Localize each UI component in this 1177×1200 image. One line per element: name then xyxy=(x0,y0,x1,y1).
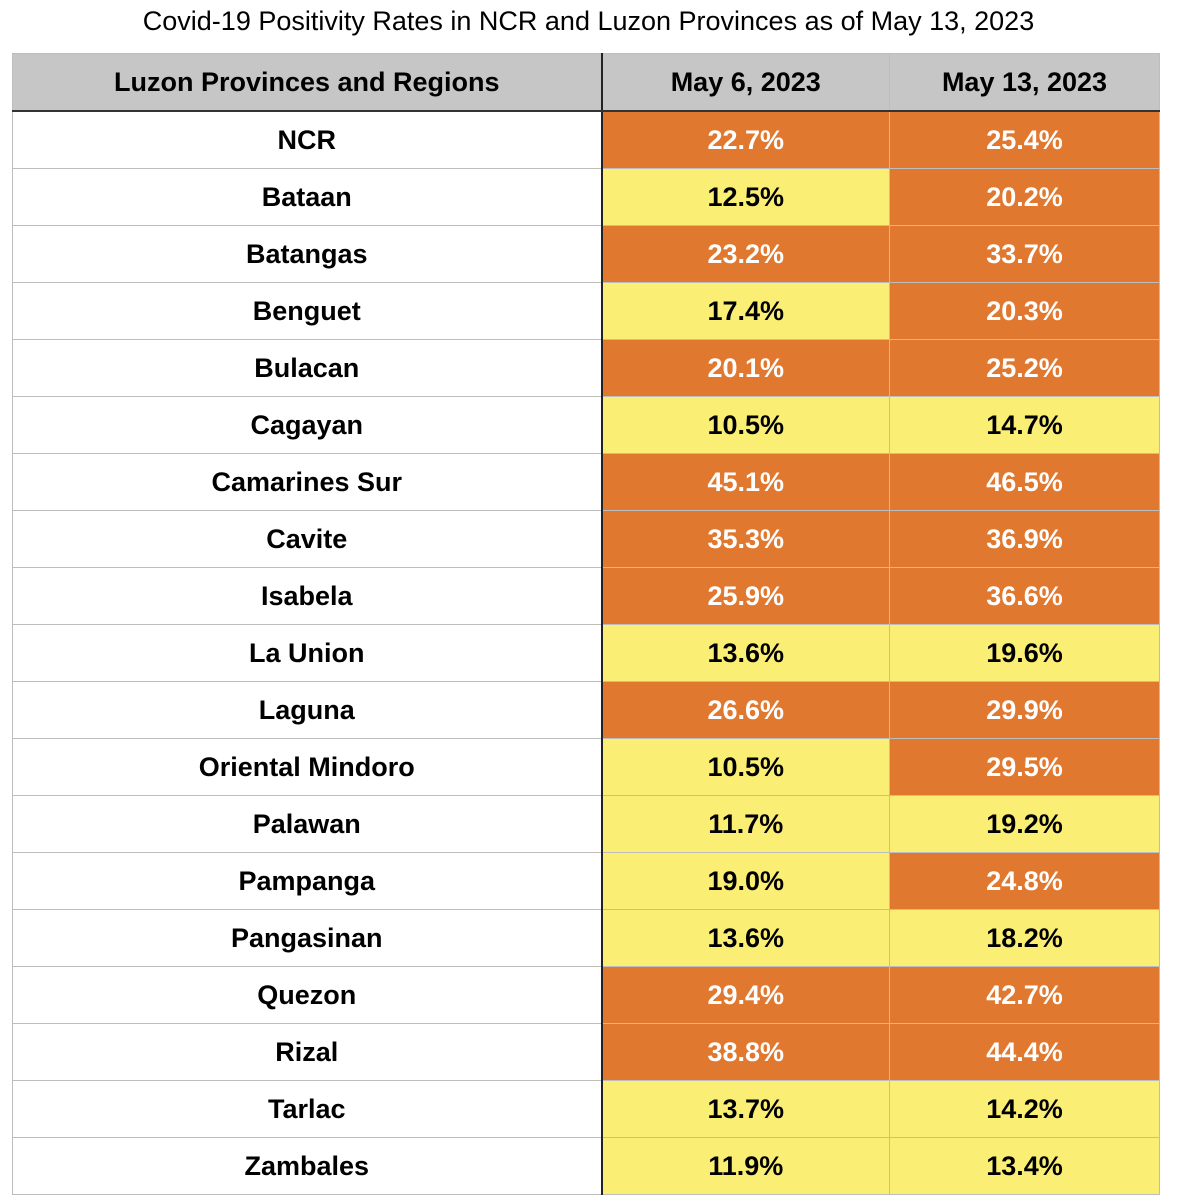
province-cell: Cavite xyxy=(12,510,603,568)
may6-cell: 23.2% xyxy=(601,225,890,283)
may6-cell: 38.8% xyxy=(601,1023,890,1081)
may6-cell: 10.5% xyxy=(601,396,890,454)
table-row: Oriental Mindoro 10.5% 29.5% xyxy=(12,738,1160,796)
table-row: Pampanga 19.0% 24.8% xyxy=(12,852,1160,910)
may6-cell: 20.1% xyxy=(601,339,890,397)
may6-cell: 11.9% xyxy=(601,1137,890,1195)
table-row: Benguet 17.4% 20.3% xyxy=(12,282,1160,340)
table-row: NCR 22.7% 25.4% xyxy=(12,110,1160,169)
province-cell: Pampanga xyxy=(12,852,603,910)
province-cell: Quezon xyxy=(12,966,603,1024)
table-row: Palawan 11.7% 19.2% xyxy=(12,795,1160,853)
may13-cell: 42.7% xyxy=(889,966,1160,1024)
may13-cell: 20.3% xyxy=(889,282,1160,340)
province-cell: Benguet xyxy=(12,282,603,340)
province-cell: Cagayan xyxy=(12,396,603,454)
may6-cell: 19.0% xyxy=(601,852,890,910)
table-row: Batangas 23.2% 33.7% xyxy=(12,225,1160,283)
may6-cell: 13.7% xyxy=(601,1080,890,1138)
table-row: Quezon 29.4% 42.7% xyxy=(12,966,1160,1024)
table-row: Isabela 25.9% 36.6% xyxy=(12,567,1160,625)
positivity-table: Luzon Provinces and Regions May 6, 2023 … xyxy=(12,53,1160,1195)
table-row: Rizal 38.8% 44.4% xyxy=(12,1023,1160,1081)
table-row: La Union 13.6% 19.6% xyxy=(12,624,1160,682)
table-row: Bulacan 20.1% 25.2% xyxy=(12,339,1160,397)
may13-cell: 13.4% xyxy=(889,1137,1160,1195)
may13-cell: 33.7% xyxy=(889,225,1160,283)
header-may13: May 13, 2023 xyxy=(889,53,1160,112)
may13-cell: 44.4% xyxy=(889,1023,1160,1081)
province-cell: NCR xyxy=(12,110,603,169)
may6-cell: 25.9% xyxy=(601,567,890,625)
may6-cell: 26.6% xyxy=(601,681,890,739)
header-row: Luzon Provinces and Regions May 6, 2023 … xyxy=(12,53,1160,112)
may13-cell: 24.8% xyxy=(889,852,1160,910)
may13-cell: 29.9% xyxy=(889,681,1160,739)
province-cell: Bataan xyxy=(12,168,603,226)
header-province: Luzon Provinces and Regions xyxy=(12,53,603,112)
may6-cell: 10.5% xyxy=(601,738,890,796)
may13-cell: 20.2% xyxy=(889,168,1160,226)
table-row: Cavite 35.3% 36.9% xyxy=(12,510,1160,568)
may13-cell: 19.2% xyxy=(889,795,1160,853)
may13-cell: 46.5% xyxy=(889,453,1160,511)
province-cell: Zambales xyxy=(12,1137,603,1195)
table-row: Tarlac 13.7% 14.2% xyxy=(12,1080,1160,1138)
may13-cell: 18.2% xyxy=(889,909,1160,967)
may6-cell: 11.7% xyxy=(601,795,890,853)
province-cell: Isabela xyxy=(12,567,603,625)
may13-cell: 36.9% xyxy=(889,510,1160,568)
may6-cell: 17.4% xyxy=(601,282,890,340)
province-cell: Oriental Mindoro xyxy=(12,738,603,796)
may6-cell: 22.7% xyxy=(601,110,890,169)
province-cell: Laguna xyxy=(12,681,603,739)
province-cell: Tarlac xyxy=(12,1080,603,1138)
table-row: Laguna 26.6% 29.9% xyxy=(12,681,1160,739)
province-cell: La Union xyxy=(12,624,603,682)
province-cell: Batangas xyxy=(12,225,603,283)
may13-cell: 14.2% xyxy=(889,1080,1160,1138)
may13-cell: 19.6% xyxy=(889,624,1160,682)
province-cell: Rizal xyxy=(12,1023,603,1081)
province-cell: Palawan xyxy=(12,795,603,853)
may6-cell: 12.5% xyxy=(601,168,890,226)
may13-cell: 29.5% xyxy=(889,738,1160,796)
table-row: Zambales 11.9% 13.4% xyxy=(12,1137,1160,1195)
table-row: Cagayan 10.5% 14.7% xyxy=(12,396,1160,454)
may13-cell: 25.4% xyxy=(889,110,1160,169)
may13-cell: 25.2% xyxy=(889,339,1160,397)
may13-cell: 36.6% xyxy=(889,567,1160,625)
table-row: Pangasinan 13.6% 18.2% xyxy=(12,909,1160,967)
province-cell: Pangasinan xyxy=(12,909,603,967)
may6-cell: 35.3% xyxy=(601,510,890,568)
header-may6: May 6, 2023 xyxy=(601,53,890,112)
may6-cell: 45.1% xyxy=(601,453,890,511)
may13-cell: 14.7% xyxy=(889,396,1160,454)
may6-cell: 29.4% xyxy=(601,966,890,1024)
may6-cell: 13.6% xyxy=(601,624,890,682)
table-row: Bataan 12.5% 20.2% xyxy=(12,168,1160,226)
province-cell: Bulacan xyxy=(12,339,603,397)
province-cell: Camarines Sur xyxy=(12,453,603,511)
table-title: Covid-19 Positivity Rates in NCR and Luz… xyxy=(142,6,1035,36)
may6-cell: 13.6% xyxy=(601,909,890,967)
table-row: Camarines Sur 45.1% 46.5% xyxy=(12,453,1160,511)
